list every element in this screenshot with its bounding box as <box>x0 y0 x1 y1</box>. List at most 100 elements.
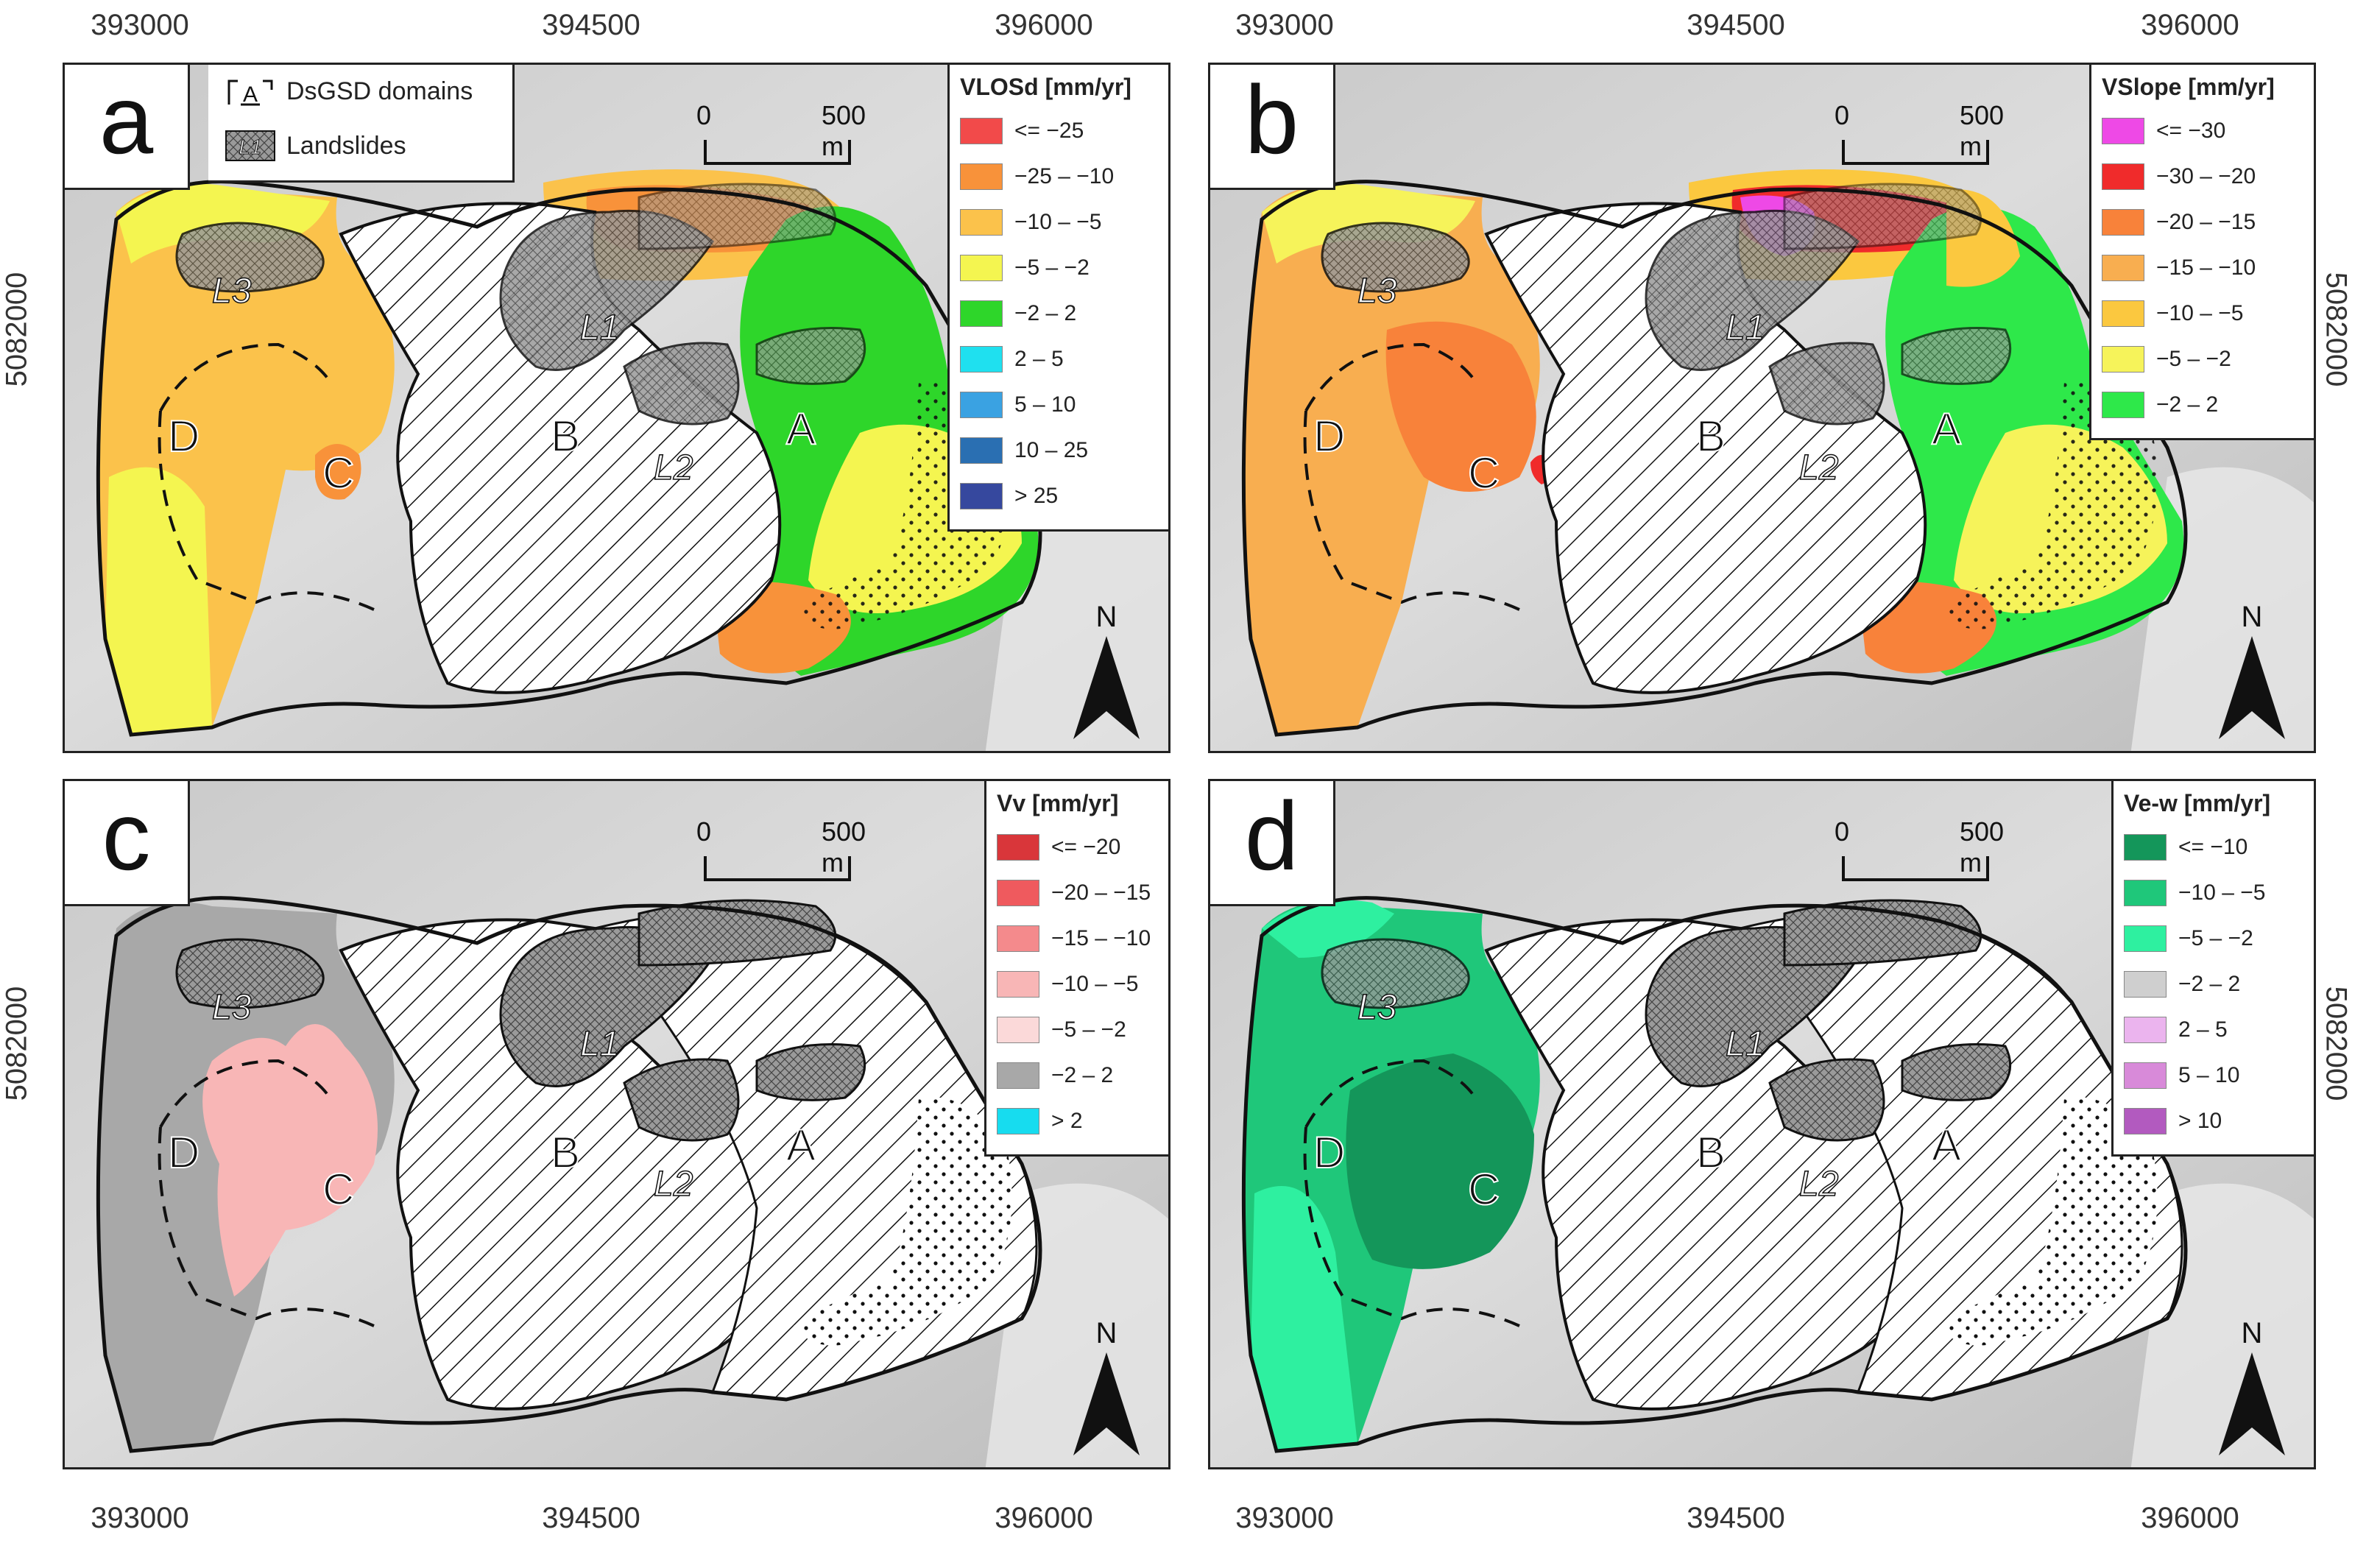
label-l2: L2 <box>653 448 693 488</box>
legend-swatch <box>2102 346 2144 373</box>
scale-bar-a: 0 500 m <box>696 100 880 174</box>
legend-label: 5 – 10 <box>2178 1063 2240 1087</box>
legend-title: VLOSd [mm/yr] <box>960 74 1131 100</box>
landslide-l3 <box>175 938 325 1009</box>
legend-swatch <box>2124 971 2167 998</box>
label-l1: L1 <box>1725 1024 1765 1065</box>
scale-line <box>1842 140 1989 165</box>
label-b: B <box>1695 1127 1726 1178</box>
scale-line <box>1842 856 1989 881</box>
legend-label: −20 – −15 <box>1051 880 1151 905</box>
panel-label-d: d <box>1210 781 1335 906</box>
legend-entry: 2 – 5 <box>2124 1007 2303 1053</box>
legend-entry: 5 – 10 <box>2124 1053 2303 1098</box>
landslide-a <box>1901 1043 2012 1101</box>
legend-swatch <box>2124 925 2167 952</box>
panel-b: b 0 500 m VSlope [mm/yr] <= −30 −30 – −20… <box>1208 63 2316 753</box>
legend-a: VLOSd [mm/yr] <= −25 −25 – −10 −10 – −5 −5 … <box>947 65 1168 532</box>
key-landslides-label: Landslides <box>286 131 406 160</box>
scale-bar-d: 0 500 m <box>1835 816 2019 890</box>
landslide-b <box>499 209 714 371</box>
landslide-l1 <box>638 899 837 967</box>
legend-swatch <box>2102 300 2144 327</box>
y-tick-d: 5082000 <box>2320 986 2353 1101</box>
domain-e-dots <box>1939 1096 2158 1346</box>
north-label: N <box>1095 601 1117 633</box>
legend-entry: −2 – 2 <box>2124 961 2303 1007</box>
legend-label: 2 – 5 <box>1014 347 1064 371</box>
landslide-l2 <box>623 342 740 426</box>
y-tick-a: 5082000 <box>0 272 33 387</box>
legend-label: −30 – −20 <box>2156 164 2256 188</box>
x-tick-top-a1: 393000 <box>91 9 189 41</box>
domain-c-boundary <box>158 342 375 611</box>
panel-label-c: c <box>65 781 190 906</box>
landslide-b <box>499 925 714 1087</box>
legend-label: −20 – −15 <box>2156 210 2256 234</box>
legend-label: −2 – 2 <box>1051 1063 1114 1087</box>
landslide-l2 <box>623 1058 740 1142</box>
scale-zero: 0 <box>1835 100 1850 130</box>
north-label: N <box>2241 1317 2263 1349</box>
legend-entry: −5 – −2 <box>997 1007 1158 1053</box>
x-tick-top-b2: 394500 <box>1687 9 1785 41</box>
x-tick-top-b1: 393000 <box>1235 9 1334 41</box>
legend-swatch <box>960 255 1003 281</box>
label-l1: L1 <box>1725 308 1765 348</box>
legend-swatch <box>2124 834 2167 861</box>
north-arrow-a: N <box>1066 601 1147 741</box>
north-arrow-icon <box>1073 636 1140 739</box>
label-l3: L3 <box>211 271 252 311</box>
landslide-a <box>755 327 866 385</box>
legend-b: VSlope [mm/yr] <= −30 −30 – −20 −20 – −15 −… <box>2089 65 2314 440</box>
legend-label: −2 – 2 <box>2156 392 2219 417</box>
legend-swatch <box>997 925 1039 952</box>
x-tick-bottom-c1: 393000 <box>91 1502 189 1534</box>
legend-label: −15 – −10 <box>1051 926 1151 950</box>
label-d: D <box>167 411 200 462</box>
label-d: D <box>167 1127 200 1178</box>
legend-entry: −2 – 2 <box>960 291 1158 336</box>
legend-label: <= −20 <box>1051 835 1121 859</box>
legend-label: 10 – 25 <box>1014 438 1089 462</box>
legend-rows: <= −25 −25 – −10 −10 – −5 −5 – −2 −2 – 2 2 – … <box>960 108 1158 519</box>
scale-end: 500 m <box>822 100 866 161</box>
legend-swatch <box>2102 163 2144 190</box>
x-tick-bottom-d3: 396000 <box>2141 1502 2239 1534</box>
label-a: A <box>785 1120 816 1171</box>
landslide-l2 <box>1768 1058 1885 1142</box>
legend-entry: −20 – −15 <box>997 870 1158 916</box>
scale-bar-b: 0 500 m <box>1835 100 2019 174</box>
label-a: A <box>1931 1120 1962 1171</box>
legend-swatch <box>960 209 1003 236</box>
landslide-l2 <box>1768 342 1885 426</box>
legend-label: −2 – 2 <box>1014 301 1077 325</box>
label-l3: L3 <box>211 987 252 1028</box>
label-c: C <box>1467 448 1500 498</box>
domain-c-boundary <box>1303 1059 1520 1327</box>
x-tick-bottom-c2: 394500 <box>542 1502 640 1534</box>
legend-entry: <= −25 <box>960 108 1158 154</box>
legend-entry: −2 – 2 <box>997 1053 1158 1098</box>
scale-bar-c: 0 500 m <box>696 816 880 890</box>
label-b: B <box>550 411 581 462</box>
key-domains-label: DsGSD domains <box>286 77 473 105</box>
x-tick-bottom-d1: 393000 <box>1235 1502 1334 1534</box>
panel-a: a A DsGSD domains L1 Landslides 0 500 m … <box>63 63 1170 753</box>
y-tick-c: 5082000 <box>0 986 33 1101</box>
legend-swatch <box>960 346 1003 373</box>
label-l3: L3 <box>1357 987 1397 1028</box>
velocity-core-c <box>1346 1053 1534 1269</box>
legend-entry: −20 – −15 <box>2102 200 2303 245</box>
legend-label: −25 – −10 <box>1014 164 1115 188</box>
legend-label: > 10 <box>2178 1109 2222 1133</box>
label-l1: L1 <box>579 308 620 348</box>
key-landslides-row: L1 Landslides <box>225 130 406 162</box>
label-a: A <box>785 403 816 454</box>
scale-line <box>704 140 851 165</box>
legend-entry: > 25 <box>960 473 1158 519</box>
legend-label: <= −25 <box>1014 119 1084 143</box>
legend-label: −5 – −2 <box>1014 255 1090 280</box>
key-domains-row: A DsGSD domains <box>225 75 473 107</box>
legend-entry: −15 – −10 <box>997 916 1158 961</box>
